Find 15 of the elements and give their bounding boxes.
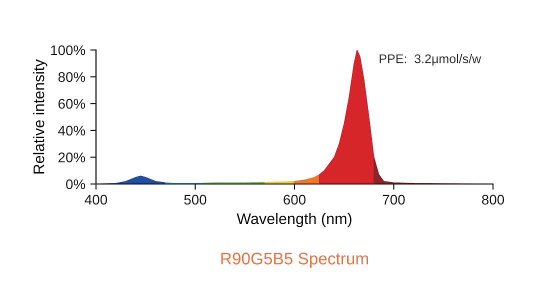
y-tick-label: 20% xyxy=(58,152,86,162)
x-tick-label: 400 xyxy=(84,194,108,205)
y-tick-label: 100% xyxy=(51,45,86,56)
y-axis-title: Relative intensity xyxy=(33,59,48,174)
x-tick-label: 800 xyxy=(482,194,504,205)
y-tick-label: 0% xyxy=(66,179,86,190)
x-tick-label: 700 xyxy=(382,194,405,205)
x-tick-label: 600 xyxy=(284,194,306,205)
annotation: PPE: 3.2μmol/s/w xyxy=(380,54,482,66)
y-tick-label: 60% xyxy=(58,98,86,109)
text: R90G5B5 Spectrum xyxy=(221,252,368,268)
x-tick-label: 500 xyxy=(184,194,206,205)
y-tick-label: 40% xyxy=(58,126,86,136)
y-tick-label: 80% xyxy=(58,72,86,82)
x-axis-title: Wavelength (nm) xyxy=(236,212,352,228)
